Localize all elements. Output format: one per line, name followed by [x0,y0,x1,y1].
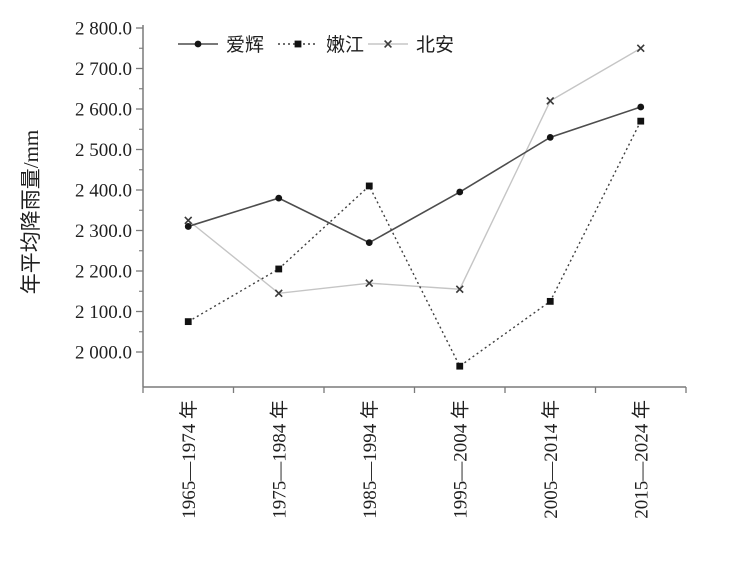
series-3-point-x-marker [455,285,464,294]
y-tick-label: 2 800.0 [75,19,132,40]
series-2-point-square-marker [637,117,645,125]
legend-label-3: 北安 [416,34,454,56]
y-tick-label: 2 300.0 [75,221,132,242]
y-tick-label: 2 500.0 [75,140,132,161]
x-category-label: 1965—1974 年 [178,400,200,519]
series-2-point-square-marker [184,318,192,326]
series-2-point-square-marker [365,182,373,190]
series-1-point-circle-marker [275,194,283,202]
series-1-point-circle-marker [365,239,373,247]
series-3-point-x-marker [365,279,374,288]
x-category-label: 1995—2004 年 [449,400,471,519]
series-3-point-x-marker [636,44,645,53]
legend-label-1: 爱辉 [226,34,264,56]
x-category-label: 1985—1994 年 [359,400,381,519]
series-3-point-x-marker [274,289,283,298]
legend-2-square-marker [294,40,302,48]
series-2-point-square-marker [546,297,554,305]
y-tick-label: 2 600.0 [75,100,132,121]
x-category-label: 1975—1984 年 [268,400,290,519]
series-1-point-circle-marker [456,188,464,196]
x-category-label: 2015—2024 年 [630,400,652,519]
y-tick-label: 2 000.0 [75,343,132,364]
y-tick-label: 2 200.0 [75,262,132,283]
series-3-point-x-marker [546,96,555,105]
legend-1-circle-marker [194,40,202,48]
series-3-point-x-marker [184,216,193,225]
series-1-point-circle-marker [184,223,192,230]
y-tick-label: 2 100.0 [75,302,132,323]
series-2-point-square-marker [456,362,464,370]
y-tick-label: 2 400.0 [75,181,132,202]
legend-3-x-marker [384,40,392,48]
x-category-label: 2005—2014 年 [540,400,562,519]
series-1-point-circle-marker [546,133,554,141]
series-1-point-circle-marker [637,103,645,111]
series-line-3 [187,47,642,295]
series-line-2 [187,120,642,368]
series-2-point-square-marker [275,265,283,273]
y-tick-label: 2 700.0 [75,59,132,80]
legend-label-2: 嫩江 [326,34,364,56]
series-line-1 [188,106,642,244]
y-axis-title: 年平均降雨量/mm [19,130,43,295]
